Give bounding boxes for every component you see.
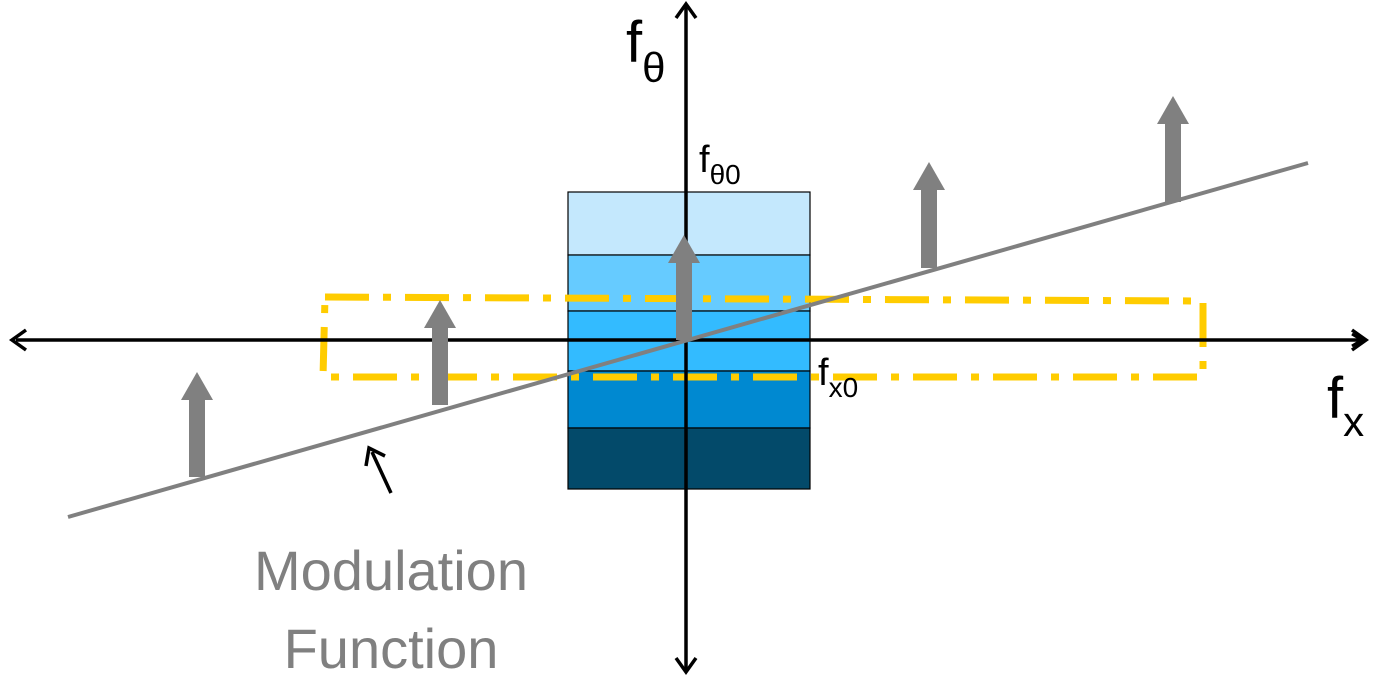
modulation-caption-line-1: Modulation [254,539,528,602]
fx0-label-sub: x0 [829,372,859,403]
fx-axis-right-arrowhead [1350,328,1370,352]
impulse-arrow [1157,96,1189,202]
ftheta-axis-label-sub: θ [642,44,665,91]
fx-axis-label-sub: x [1343,398,1364,445]
pointer-arrow [364,445,393,494]
band-6 [567,427,811,490]
ftheta-axis-top-arrowhead [674,0,698,20]
ftheta0-label-base: f [699,139,710,181]
ftheta-axis-bottom-arrowhead [674,656,698,676]
ftheta0-label-sub: θ0 [710,159,741,190]
impulse-arrow [913,162,945,268]
ftheta-axis-label-base: f [626,10,643,75]
ftheta-axis-label: fθ [626,10,665,91]
fx-axis-label-base: f [1327,366,1344,431]
impulse-arrow [668,235,700,340]
dashed-region-box [319,293,1207,381]
impulse-arrow [424,300,456,405]
impulse-arrows [181,96,1189,477]
fx-axis-left-arrowhead [8,328,28,352]
fx0-label: fx0 [818,352,858,403]
ftheta0-label: fθ0 [699,139,741,190]
fx0-label-base: f [818,352,829,394]
impulse-arrow [181,372,213,477]
modulation-caption-line-2: Function [284,617,499,676]
fx-axis-label: fx [1327,366,1364,445]
